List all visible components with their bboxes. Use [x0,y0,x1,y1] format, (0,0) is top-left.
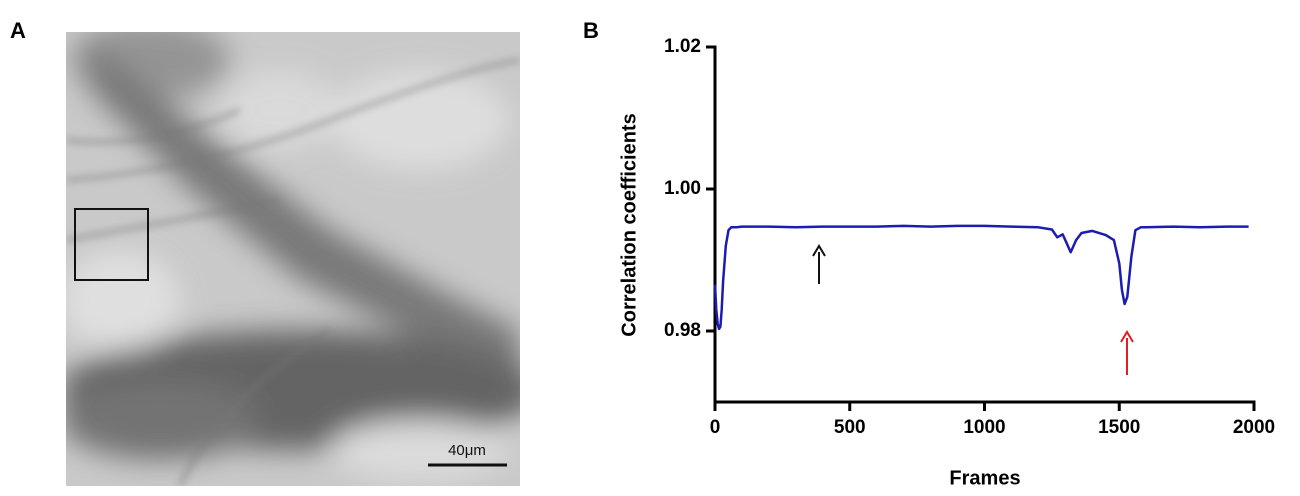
y-tick-label: 0.98 [664,320,701,341]
scale-bar-label: 40μm [448,442,486,459]
annotation-arrowhead [1120,330,1134,343]
x-axis-title: Frames [949,467,1020,489]
panel-label: B [583,18,599,43]
x-tick-label: 2000 [1233,417,1275,438]
x-tick-label: 1000 [963,417,1005,438]
y-axis-title: Correlation coefficients [618,113,640,336]
y-tick-label: 1.02 [664,36,701,57]
x-tick-label: 500 [834,417,866,438]
x-tick-label: 0 [710,417,721,438]
panel-label: A [10,18,26,43]
y-tick-label: 1.00 [664,178,701,199]
data-line [713,224,1249,331]
annotation-arrowhead [812,244,826,257]
micrograph [66,32,520,486]
chart: Correlation coefficients Frames 0.98 1.00… [618,36,1275,489]
x-tick-label: 1500 [1098,417,1140,438]
